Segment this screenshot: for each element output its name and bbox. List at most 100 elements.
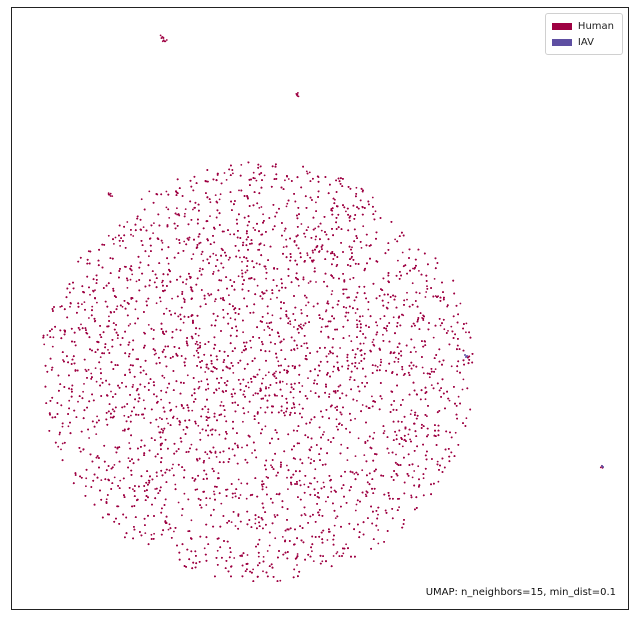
scatter-point-human <box>250 346 253 349</box>
scatter-point-human <box>197 334 200 337</box>
scatter-point-human <box>410 409 413 412</box>
scatter-point-human <box>304 514 307 516</box>
scatter-point-human <box>326 300 329 303</box>
scatter-point-human <box>85 477 88 480</box>
scatter-point-human <box>457 344 459 347</box>
scatter-point-human <box>377 542 380 545</box>
scatter-point-human <box>134 308 137 311</box>
scatter-point-human <box>465 417 468 420</box>
scatter-point-human <box>252 394 255 397</box>
scatter-point-human <box>334 517 337 519</box>
scatter-point-human <box>374 210 377 213</box>
scatter-point-human <box>465 322 468 325</box>
scatter-point-human <box>114 236 117 239</box>
scatter-point-human <box>243 390 246 393</box>
scatter-point-human <box>196 488 199 491</box>
scatter-point-human <box>43 343 46 346</box>
scatter-point-human <box>132 384 134 386</box>
scatter-point-human <box>223 230 225 233</box>
scatter-point-human <box>331 290 334 292</box>
scatter-point-human <box>361 469 364 472</box>
scatter-point-human <box>371 341 374 343</box>
scatter-point-human <box>260 206 263 208</box>
scatter-point-human <box>247 411 250 413</box>
scatter-point-human <box>265 476 268 478</box>
scatter-point-human <box>108 315 110 318</box>
scatter-point-human <box>218 198 221 201</box>
scatter-point-human <box>410 494 413 497</box>
scatter-point-human <box>262 213 264 216</box>
scatter-point-human <box>199 344 202 347</box>
scatter-point-human <box>171 297 174 300</box>
scatter-point-human <box>232 372 235 374</box>
scatter-point-human <box>346 459 349 461</box>
scatter-point-human <box>154 488 157 490</box>
scatter-point-human <box>325 310 327 313</box>
scatter-point-human <box>113 464 116 466</box>
scatter-point-human <box>361 404 364 406</box>
scatter-point-human <box>306 254 309 257</box>
scatter-point-human <box>131 273 134 276</box>
scatter-point-human <box>168 217 171 219</box>
scatter-point-human <box>121 305 124 308</box>
scatter-point-human <box>247 386 250 389</box>
scatter-point-human <box>296 564 298 566</box>
scatter-point-human <box>342 552 345 555</box>
scatter-point-human <box>426 285 428 288</box>
scatter-point-human <box>300 309 303 311</box>
scatter-point-human <box>354 312 357 314</box>
scatter-point-human <box>325 309 328 311</box>
scatter-point-human <box>265 277 267 280</box>
scatter-point-human <box>263 174 266 177</box>
scatter-point-human <box>220 502 223 505</box>
scatter-point-human <box>89 293 91 296</box>
scatter-point-human <box>163 376 166 379</box>
scatter-point-human <box>165 307 168 310</box>
scatter-point-human <box>286 464 288 467</box>
scatter-point-human <box>365 490 368 493</box>
scatter-point-human <box>265 268 267 270</box>
scatter-point-human <box>298 479 301 482</box>
scatter-point-human <box>95 433 98 435</box>
scatter-point-human <box>350 340 353 343</box>
scatter-point-human <box>262 570 264 573</box>
scatter-point-human <box>190 519 193 522</box>
scatter-point-human <box>218 387 221 390</box>
scatter-point-human <box>417 465 420 468</box>
scatter-point-human <box>255 179 258 182</box>
scatter-point-human <box>181 514 183 517</box>
scatter-point-human <box>198 386 201 388</box>
scatter-point-human <box>68 399 71 402</box>
scatter-point-human <box>77 400 79 403</box>
scatter-point-human <box>227 258 230 261</box>
scatter-point-human <box>333 252 335 255</box>
scatter-point-human <box>46 334 49 336</box>
scatter-point-human <box>292 396 295 399</box>
scatter-point-human <box>88 437 90 439</box>
scatter-point-human <box>58 433 61 436</box>
scatter-point-human <box>456 370 459 373</box>
scatter-point-human <box>232 172 234 175</box>
scatter-point-human <box>81 303 83 306</box>
scatter-point-human <box>94 289 96 291</box>
scatter-point-human <box>96 415 98 418</box>
scatter-point-human <box>200 253 203 256</box>
scatter-point-human <box>287 178 290 180</box>
scatter-point-human <box>119 245 121 247</box>
scatter-point-human <box>198 327 201 330</box>
scatter-point-human <box>234 525 237 527</box>
scatter-point-human <box>128 442 131 444</box>
scatter-point-human <box>183 240 186 243</box>
scatter-point-human <box>156 475 158 478</box>
scatter-point-human <box>80 323 82 326</box>
scatter-point-human <box>159 417 161 419</box>
scatter-point-human <box>247 381 250 384</box>
scatter-point-human <box>252 171 255 174</box>
scatter-point-human <box>281 536 284 538</box>
scatter-point-human <box>302 276 305 279</box>
scatter-point-human <box>266 550 269 552</box>
scatter-point-human <box>182 297 185 300</box>
scatter-point-human <box>110 390 112 393</box>
scatter-point-human <box>200 380 203 383</box>
scatter-point-human <box>447 330 449 332</box>
